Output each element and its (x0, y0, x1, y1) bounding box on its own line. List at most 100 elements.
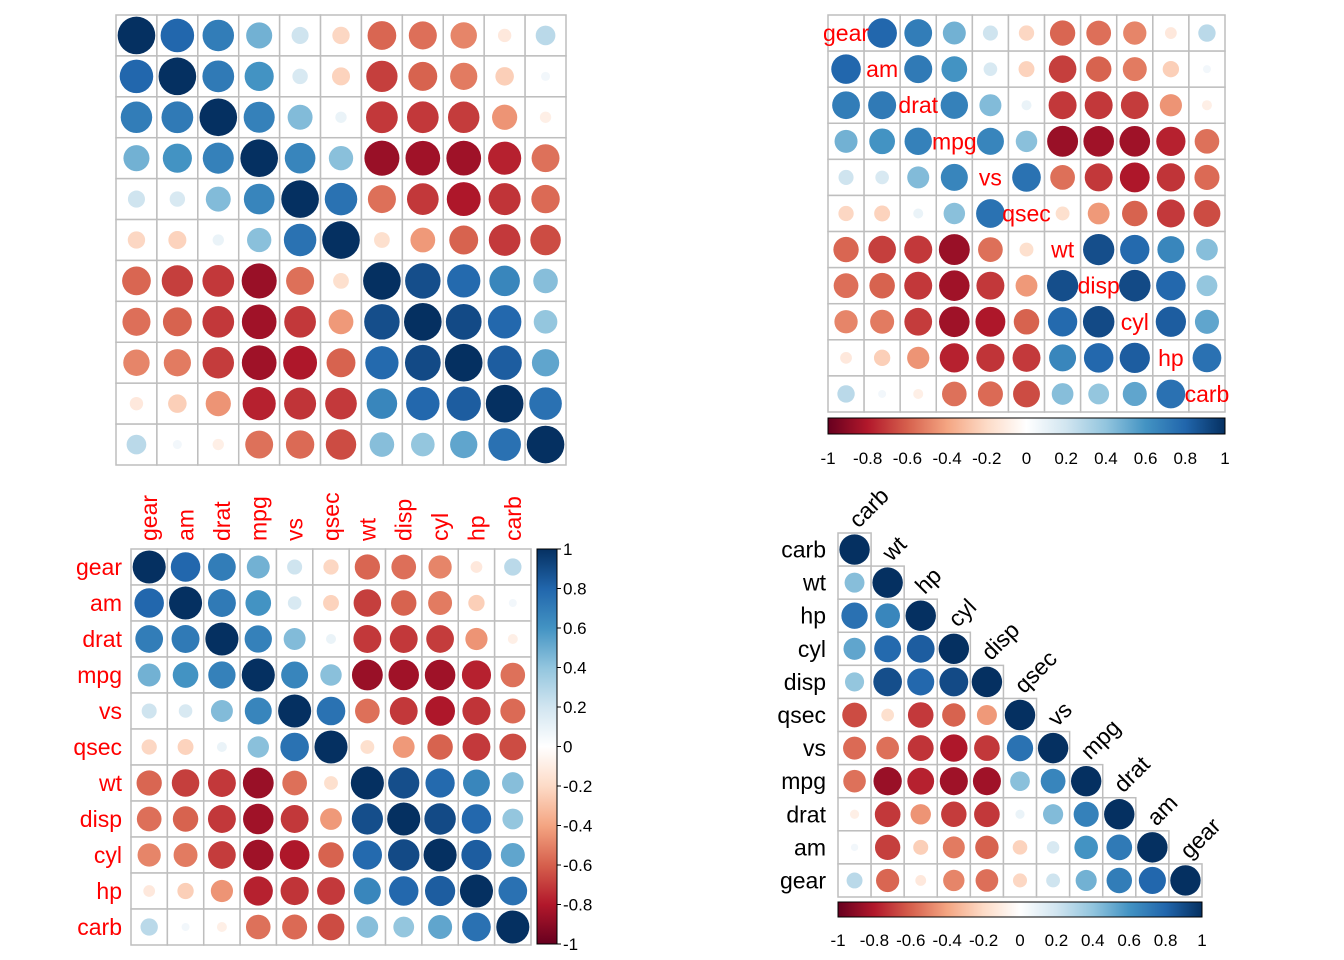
corr-circle-am-hp (468, 594, 485, 612)
corr-circle-gear-gear (1170, 865, 1201, 896)
corr-circle-drat-carb (507, 634, 518, 644)
corr-circle-carb-disp (393, 916, 415, 938)
corr-circle-vs-carb (1194, 164, 1220, 190)
corr-circle-carb-mpg (245, 914, 271, 940)
corr-circle-mpg-qsec (320, 664, 342, 686)
corr-circle-carb-wt (369, 432, 395, 457)
corr-circle-mpg-drat (904, 127, 932, 156)
corr-circle-drat-mpg (243, 101, 275, 133)
corr-circle-cyl-carb (531, 349, 560, 377)
corr-circle-am-carb (508, 599, 517, 607)
corr-circle-vs-cyl (940, 734, 968, 762)
corr-circle-qsec-disp (1087, 202, 1110, 225)
col-label-vs: vs (282, 518, 308, 541)
corr-circle-disp-hp (487, 305, 522, 339)
corr-circle-gear-vs (982, 25, 998, 41)
corr-circle-drat-carb (1201, 100, 1212, 111)
corr-circle-wt-vs (286, 266, 315, 295)
corr-circle-qsec-carb (1193, 200, 1221, 227)
corr-circle-wt-mpg (938, 234, 970, 266)
corr-circle-hp-carb (1192, 343, 1222, 373)
corr-circle-gear-drat (904, 19, 933, 47)
corr-circle-disp-wt (873, 667, 902, 697)
corr-circle-disp-mpg (241, 304, 277, 340)
diag-label-drat: drat (898, 92, 938, 118)
corr-circle-gear-vs (1046, 873, 1060, 888)
corr-circle-drat-vs (287, 104, 313, 130)
corr-circle-wt-qsec (324, 776, 338, 790)
colorbar-tick-label: -0.8 (563, 896, 592, 915)
corr-circle-wt-wt (363, 262, 401, 300)
corr-circle-hp-am (177, 882, 194, 900)
corr-circle-am-carb (541, 71, 551, 81)
corr-circle-mpg-disp (388, 659, 419, 691)
grid-cell (1043, 230, 1082, 269)
row-label-wt: wt (98, 770, 123, 796)
corr-circle-vs-drat (205, 186, 231, 212)
corr-circle-disp-drat (904, 271, 933, 300)
colorbar-tick-label: 0.8 (1154, 931, 1178, 950)
corr-circle-qsec-carb (842, 702, 867, 728)
corr-circle-am-mpg (1074, 835, 1098, 860)
colorbar-tick-label: -0.2 (563, 777, 592, 796)
diag-label-vs: vs (979, 164, 1002, 190)
panel-3-colorbar: -1 -0.8 -0.6 -0.4 -0.2 0 0.2 0.4 0.6 0.8 1 (536, 540, 592, 954)
corr-circle-mpg-wt (1047, 125, 1079, 157)
corr-circle-mpg-hp (461, 660, 492, 690)
corr-circle-am-carb (850, 843, 859, 852)
corr-circle-drat-am (171, 625, 200, 653)
corr-circle-am-gear (831, 54, 861, 84)
corr-circle-vs-mpg (244, 697, 272, 725)
corr-circle-qsec-drat (913, 208, 924, 219)
corr-circle-mpg-disp (405, 140, 441, 176)
corr-circle-hp-carb (498, 876, 528, 906)
corr-circle-am-mpg (244, 61, 274, 91)
corr-circle-gear-vs (287, 559, 303, 575)
corr-circle-wt-hp (489, 265, 520, 297)
corr-circle-wt-carb (533, 268, 558, 294)
corr-circle-qsec-carb (530, 224, 561, 256)
col-label-qsec: qsec (318, 492, 344, 541)
corr-circle-drat-gear (832, 91, 860, 120)
corr-circle-cyl-carb (843, 637, 866, 660)
corr-circle-hp-gear (143, 885, 156, 897)
corr-circle-mpg-gear (834, 129, 858, 153)
colorbar-tick-label: -0.2 (972, 449, 1001, 468)
corr-circle-hp-mpg (939, 343, 969, 373)
corr-circle-gear-cyl (943, 869, 965, 892)
corr-circle-cyl-drat (202, 346, 235, 379)
corr-circle-carb-qsec (1013, 380, 1040, 408)
row-label-cyl: cyl (94, 842, 122, 868)
corr-circle-mpg-disp (1083, 126, 1114, 157)
corr-circle-vs-cyl (446, 182, 481, 217)
corr-circle-am-drat (1106, 834, 1133, 861)
corr-circle-am-gear (119, 59, 154, 94)
panel-1-corrplot (115, 14, 567, 466)
corr-circle-hp-qsec (1012, 343, 1041, 372)
corr-circle-wt-cyl (425, 768, 455, 798)
corr-circle-drat-vs (283, 628, 306, 650)
corr-circle-am-qsec (1018, 61, 1035, 78)
corr-circle-carb-carb (496, 910, 530, 944)
diag-label-hp: hp (910, 562, 946, 598)
corr-circle-vs-hp (907, 735, 934, 762)
colorbar-tick-label: 1 (1220, 449, 1229, 468)
corr-circle-cyl-am (173, 843, 198, 867)
corr-circle-carb-mpg (245, 430, 274, 459)
corr-circle-qsec-gear (838, 205, 854, 222)
corr-circle-drat-vs (1042, 804, 1064, 825)
corr-circle-hp-qsec (317, 877, 345, 905)
corr-circle-qsec-cyl (942, 703, 966, 727)
corr-circle-vs-qsec (324, 182, 358, 216)
corr-circle-wt-gear (122, 266, 151, 296)
corr-circle-hp-drat (907, 346, 930, 369)
corr-circle-am-wt (1048, 55, 1077, 83)
colorbar-tick-label: 0.2 (1054, 449, 1078, 468)
corr-circle-drat-drat (1104, 799, 1135, 830)
corr-circle-drat-vs (979, 94, 1002, 117)
corr-circle-hp-vs (280, 876, 309, 906)
corr-circle-drat-cyl (447, 101, 480, 134)
corr-circle-am-am (168, 586, 203, 620)
corr-circle-gear-carb (1198, 24, 1216, 42)
